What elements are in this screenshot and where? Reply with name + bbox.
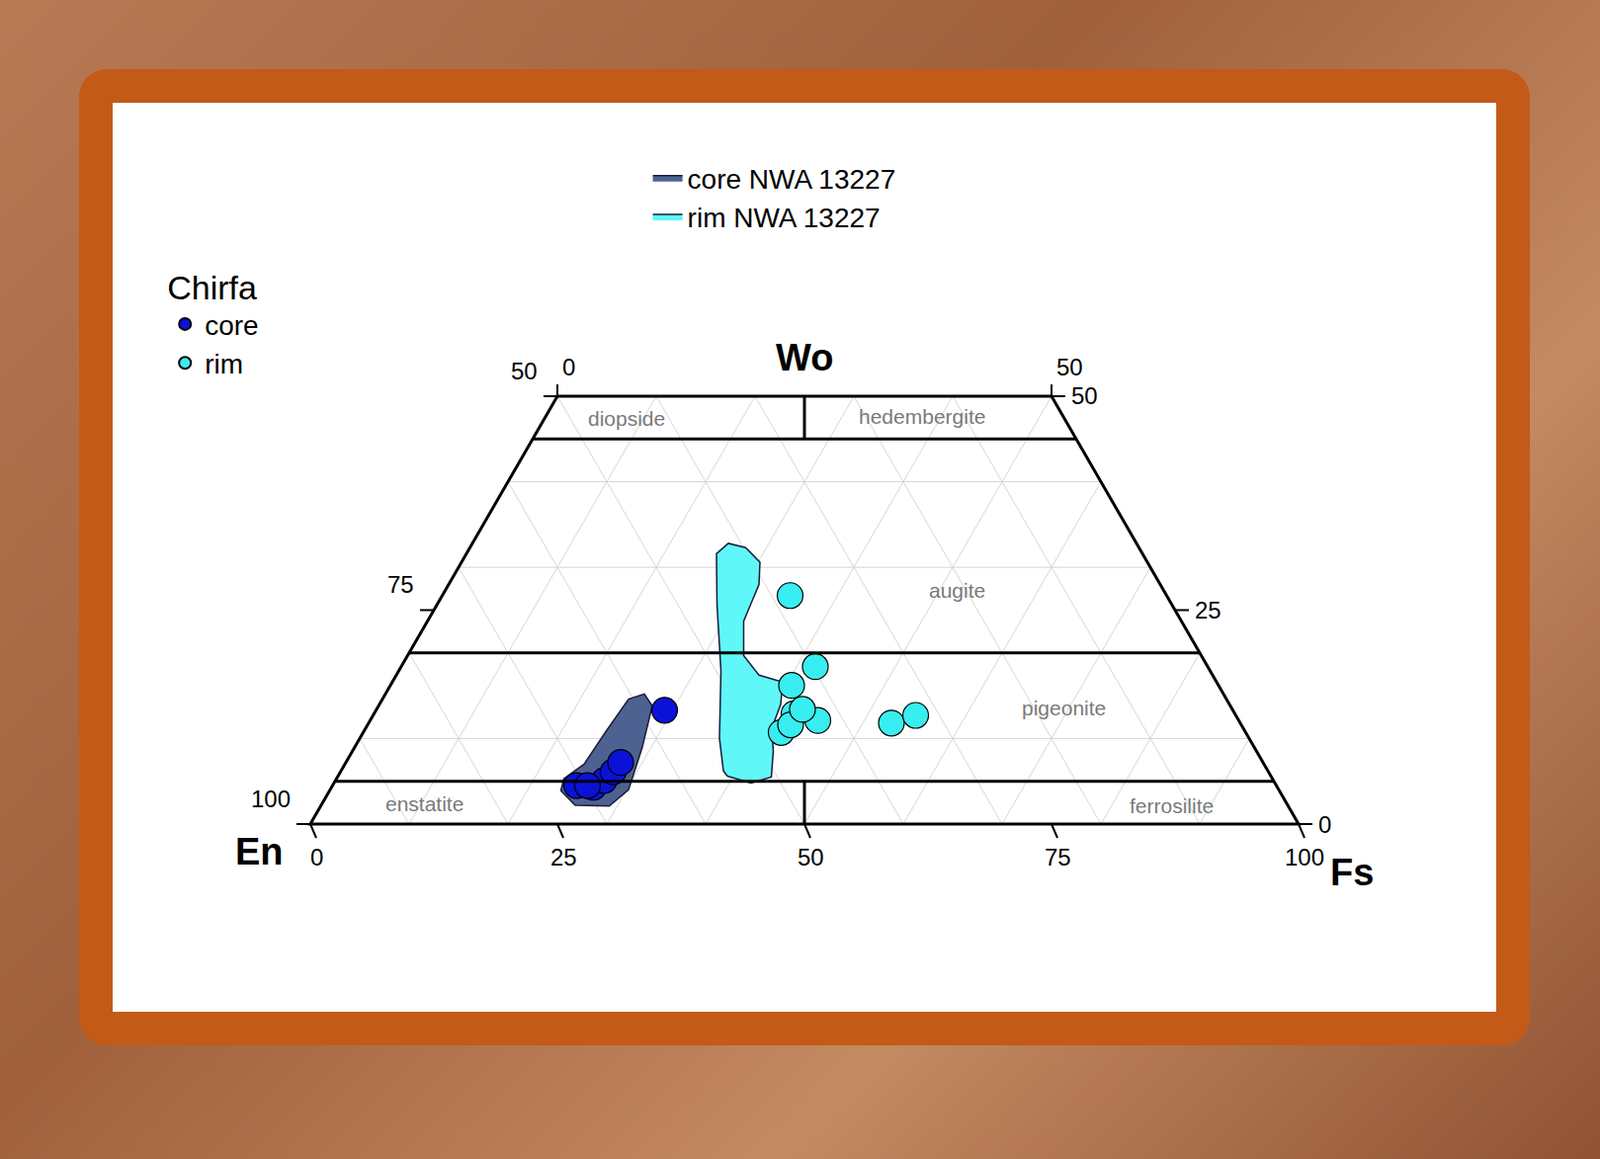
svg-text:0: 0 (310, 843, 324, 871)
svg-text:25: 25 (1194, 596, 1222, 624)
svg-text:core NWA 13227: core NWA 13227 (687, 164, 897, 195)
svg-text:pigeonite: pigeonite (1021, 696, 1106, 720)
svg-text:50: 50 (1071, 382, 1098, 410)
svg-text:75: 75 (387, 571, 415, 598)
svg-text:100: 100 (251, 785, 291, 813)
svg-text:En: En (235, 831, 284, 873)
svg-text:50: 50 (510, 357, 538, 385)
svg-text:0: 0 (1318, 811, 1332, 839)
svg-text:Fs: Fs (1330, 851, 1374, 894)
svg-text:enstatite: enstatite (385, 792, 464, 816)
svg-text:augite: augite (928, 579, 986, 602)
svg-text:Chirfa: Chirfa (167, 268, 257, 307)
svg-text:core: core (204, 310, 258, 341)
svg-text:100: 100 (1284, 843, 1325, 871)
svg-text:ferrosilite: ferrosilite (1129, 794, 1214, 818)
svg-text:rim: rim (204, 348, 244, 380)
svg-text:75: 75 (1044, 843, 1072, 871)
svg-text:25: 25 (550, 843, 578, 871)
svg-text:rim NWA 13227: rim NWA 13227 (687, 202, 881, 234)
svg-text:50: 50 (797, 843, 825, 871)
svg-text:hedembergite: hedembergite (858, 405, 986, 428)
svg-text:diopside: diopside (588, 407, 666, 430)
svg-text:Wo: Wo (775, 336, 834, 379)
svg-text:50: 50 (1056, 353, 1084, 381)
svg-text:0: 0 (562, 353, 576, 381)
